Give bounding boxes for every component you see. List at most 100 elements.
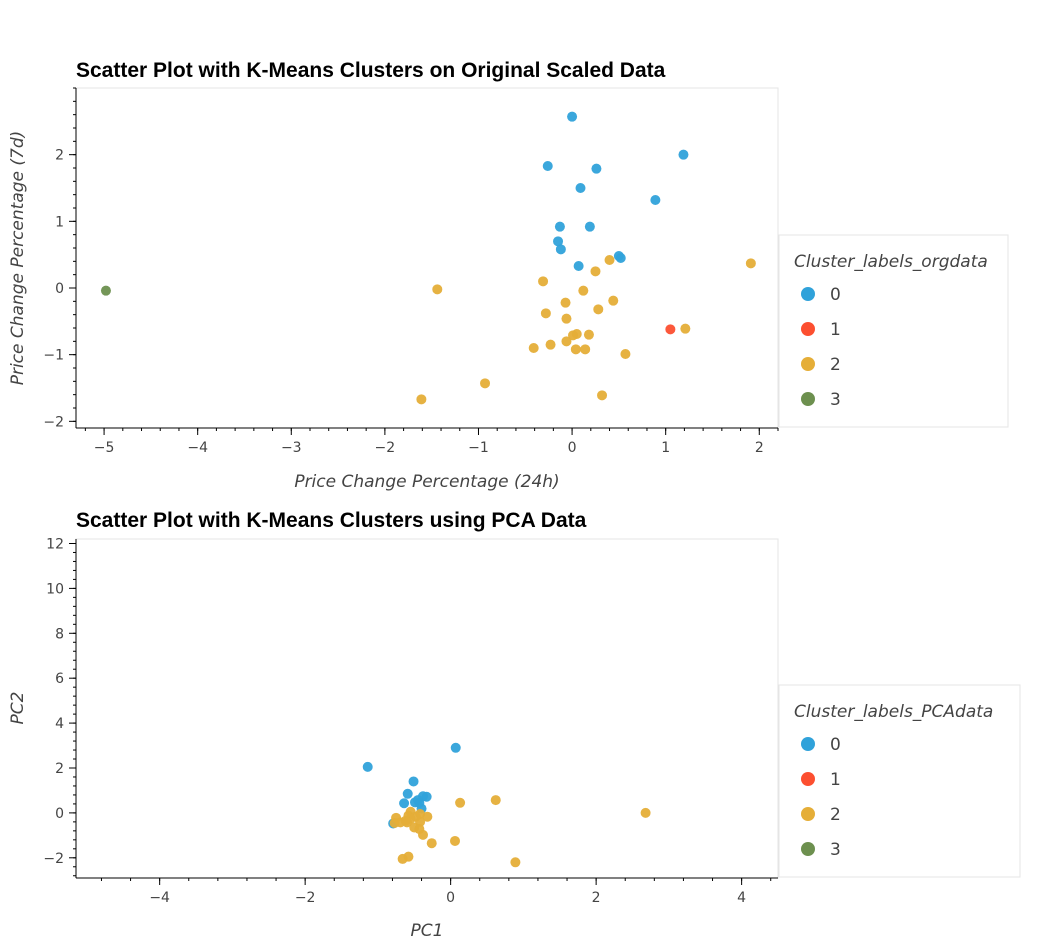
data-point-cluster-0[interactable] [402,788,413,799]
data-point-cluster-2[interactable] [593,304,604,315]
data-point-cluster-0[interactable] [584,221,595,232]
data-point-cluster-0[interactable] [408,776,419,787]
x-tick-label: −4 [187,440,208,456]
x-tick-label: −2 [375,440,396,456]
data-point-cluster-2[interactable] [580,344,591,355]
data-point-cluster-2[interactable] [561,313,572,324]
legend-item-0[interactable]: 0 [801,285,841,305]
data-point-cluster-2[interactable] [597,390,608,401]
legend-item-1[interactable]: 1 [801,320,841,340]
data-point-cluster-2[interactable] [401,817,412,828]
x-tick-label: −1 [468,440,489,456]
data-point-cluster-2[interactable] [528,343,539,353]
x-tick-label: 1 [661,440,670,456]
data-point-cluster-0[interactable] [678,149,689,160]
data-point-cluster-3[interactable] [100,285,111,296]
data-point-cluster-2[interactable] [480,378,491,389]
data-point-cluster-2[interactable] [680,323,691,334]
legend-label: 3 [830,390,841,410]
data-point-cluster-2[interactable] [416,394,427,405]
y-axis-label: PC2 [8,692,28,725]
data-point-cluster-2[interactable] [540,308,551,319]
legend-item-0[interactable]: 0 [801,735,841,755]
data-point-cluster-2[interactable] [422,811,433,822]
data-point-cluster-2[interactable] [389,817,400,828]
legend-label: 2 [830,355,841,375]
data-point-cluster-2[interactable] [590,266,601,277]
x-tick-label: 0 [446,890,455,906]
data-point-cluster-2[interactable] [417,829,428,840]
data-point-cluster-2[interactable] [455,797,466,808]
y-axis-label: Price Change Percentage (7d) [8,131,28,386]
scatter-points [362,742,651,868]
y-tick-label: −2 [43,851,64,867]
data-point-cluster-0[interactable] [650,195,661,205]
y-tick-label: 4 [55,716,64,732]
x-tick-label: 2 [592,890,601,906]
data-point-cluster-1[interactable] [665,324,676,335]
data-point-cluster-2[interactable] [450,835,461,846]
data-point-cluster-2[interactable] [570,344,581,355]
data-point-cluster-0[interactable] [575,183,586,193]
legend-item-1[interactable]: 1 [801,770,841,790]
data-point-cluster-2[interactable] [490,795,501,806]
legend-marker [801,322,815,336]
data-point-cluster-2[interactable] [561,336,572,347]
data-point-cluster-2[interactable] [640,807,651,818]
y-tick-label: 0 [55,281,64,297]
data-point-cluster-2[interactable] [578,285,589,296]
legend[interactable]: 0 1 2 3 [801,735,841,860]
legend-label: 1 [830,320,841,340]
scatter-points [100,111,756,405]
data-point-cluster-2[interactable] [568,330,579,341]
data-point-cluster-2[interactable] [538,276,549,287]
data-point-cluster-2[interactable] [745,258,756,269]
legend[interactable]: 0 1 2 3 [801,285,841,410]
x-tick-label: −4 [149,890,170,906]
y-tick-label: 2 [55,148,64,164]
data-point-cluster-0[interactable] [554,221,565,232]
legend-marker [801,287,815,301]
data-point-cluster-2[interactable] [604,255,615,265]
data-point-cluster-0[interactable] [615,253,626,263]
legend-item-2[interactable]: 2 [801,355,841,375]
y-tick-label: 10 [46,581,64,597]
legend-marker [801,807,815,821]
chart-title: Scatter Plot with K-Means Clusters using… [76,509,587,532]
x-tick-label: −2 [295,890,316,906]
data-point-cluster-0[interactable] [542,161,553,171]
data-point-cluster-2[interactable] [432,284,443,295]
data-point-cluster-2[interactable] [583,329,594,340]
data-point-cluster-2[interactable] [426,838,437,849]
chart-original-scaled: Scatter Plot with K-Means Clusters on Or… [8,59,1009,492]
legend-item-3[interactable]: 3 [801,390,841,410]
legend-label: 2 [830,805,841,825]
data-point-cluster-2[interactable] [620,349,631,359]
data-point-cluster-0[interactable] [573,261,584,271]
legend-marker [801,392,815,406]
data-point-cluster-0[interactable] [555,244,566,255]
legend-marker [801,357,815,371]
legend-item-3[interactable]: 3 [801,840,841,860]
x-tick-label: −5 [94,440,115,456]
legend-item-2[interactable]: 2 [801,805,841,825]
data-point-cluster-2[interactable] [560,297,571,308]
data-point-cluster-0[interactable] [591,163,602,174]
legend-marker [801,737,815,751]
plot-frame [75,538,779,879]
data-point-cluster-0[interactable] [362,761,373,772]
data-point-cluster-2[interactable] [608,295,619,306]
data-point-cluster-0[interactable] [450,742,461,753]
data-point-cluster-0[interactable] [567,111,578,122]
y-tick-label: −2 [43,414,64,430]
data-point-cluster-2[interactable] [510,857,521,868]
data-point-cluster-2[interactable] [545,339,556,350]
data-point-cluster-0[interactable] [399,798,410,809]
legend-label: 0 [830,285,841,305]
x-tick-label: 0 [568,440,577,456]
x-axis-label: Price Change Percentage (24h) [294,472,559,492]
legend-marker [801,842,815,856]
data-point-cluster-0[interactable] [553,236,564,247]
plot-frame [75,87,779,429]
data-point-cluster-2[interactable] [397,853,408,864]
